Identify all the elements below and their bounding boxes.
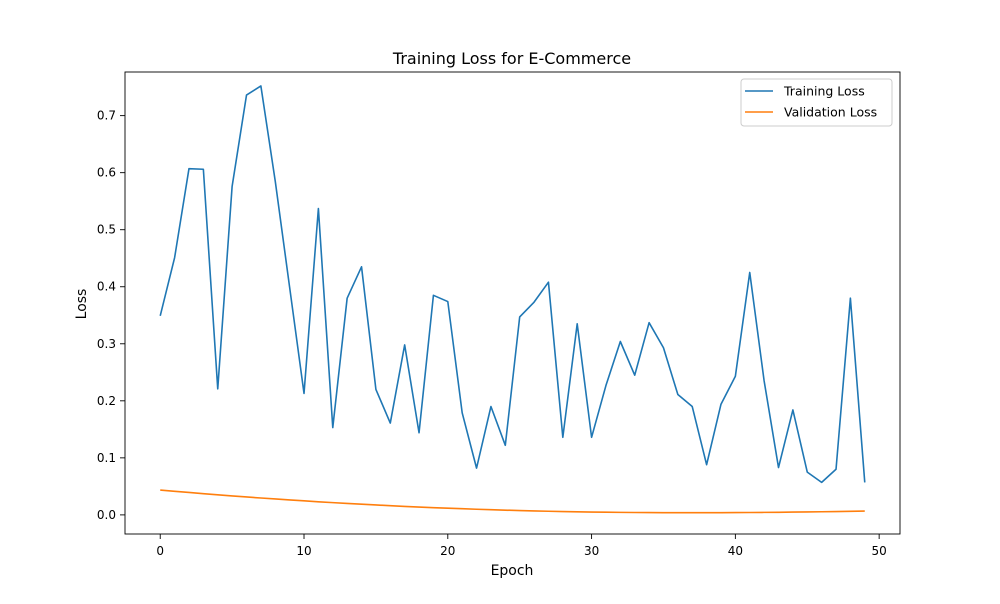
series-lines xyxy=(159,85,866,514)
validation-loss-line xyxy=(160,489,865,514)
y-tick-label: 0.5 xyxy=(97,223,116,237)
legend-box xyxy=(740,78,893,127)
x-tick-label: 30 xyxy=(584,544,599,558)
x-tick-label: 0 xyxy=(156,544,164,558)
y-tick-label: 0.3 xyxy=(97,337,116,351)
legend-label-training-loss: Training Loss xyxy=(783,84,865,99)
x-tick-label: 20 xyxy=(440,544,455,558)
y-tick-label: 0.0 xyxy=(97,508,116,522)
y-tick-label: 0.4 xyxy=(97,280,116,294)
training-loss-line xyxy=(159,85,866,484)
y-tick-label: 0.1 xyxy=(97,451,116,465)
y-tick-label: 0.2 xyxy=(97,394,116,408)
x-axis-label: Epoch xyxy=(491,563,534,579)
axes: 0 10 20 30 40 50 0.0 0.1 0.2 0.3 0.4 0.5 0.6 0.7 xyxy=(97,109,887,558)
plot-frame xyxy=(124,71,901,535)
legend: Training Loss Validation Loss xyxy=(740,78,893,127)
x-tick-label: 50 xyxy=(872,544,887,558)
y-tick-label: 0.6 xyxy=(97,166,116,180)
y-tick-label: 0.7 xyxy=(97,109,116,123)
y-axis-label: Loss xyxy=(74,289,90,320)
x-tick-label: 10 xyxy=(296,544,311,558)
x-tick-label: 40 xyxy=(728,544,743,558)
chart-title: Training Loss for E-Commerce xyxy=(392,49,631,68)
plot-border xyxy=(124,71,901,535)
legend-label-validation-loss: Validation Loss xyxy=(784,105,877,120)
